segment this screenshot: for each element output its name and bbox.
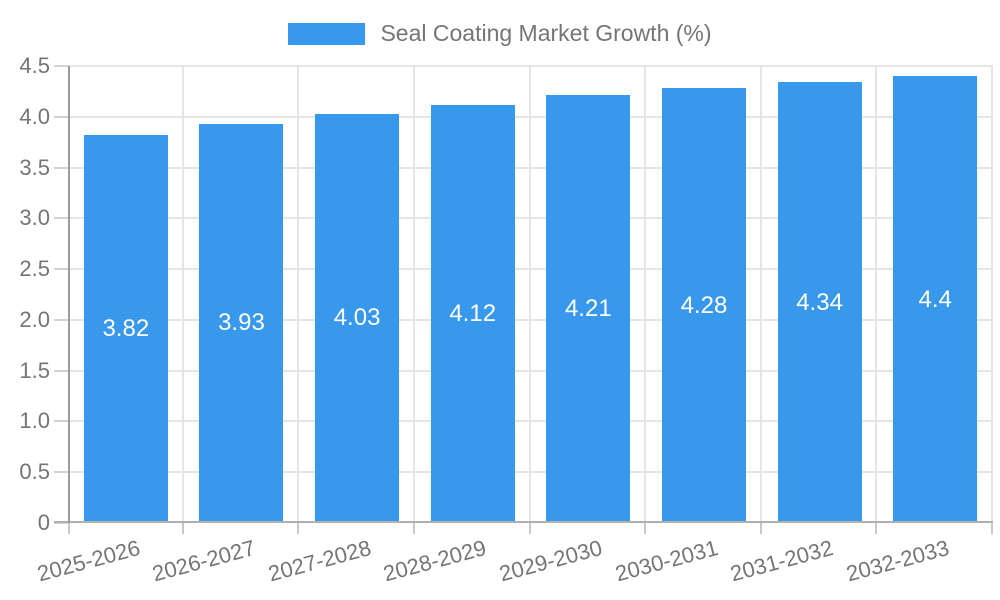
gridline — [68, 166, 993, 169]
y-axis-label: 3.5 — [19, 154, 50, 180]
bar — [546, 95, 631, 523]
bar-value-label: 4.34 — [796, 288, 843, 316]
x-tick — [412, 523, 415, 534]
bar-value-label: 3.93 — [218, 309, 265, 337]
x-tick — [297, 523, 300, 534]
y-axis-line — [68, 66, 70, 523]
y-tick — [54, 115, 68, 118]
gridline — [68, 65, 993, 67]
x-tick — [68, 523, 70, 534]
x-tick — [181, 523, 184, 534]
gridline — [759, 66, 762, 523]
bar-value-label: 4.28 — [680, 291, 728, 319]
y-axis-label: 1.5 — [19, 357, 50, 383]
y-axis-labels: 0 0.5 1.0 1.5 2.0 2.5 3.0 3.5 4.0 4.5 — [0, 53, 50, 535]
bar — [893, 76, 978, 523]
gridline — [68, 268, 993, 271]
x-axis-label: 2028-2029 — [381, 535, 490, 587]
x-tick — [875, 523, 878, 534]
plot-area: 3.82 2025-2026 3.93 2026-2027 4.03 2027-2028 4… — [34, 65, 993, 586]
x-tick — [759, 523, 762, 534]
legend-label: Seal Coating Market Growth (%) — [380, 20, 712, 46]
legend[interactable]: Seal Coating Market Growth (%) — [0, 20, 1000, 47]
bar-value-label: 4.21 — [564, 295, 612, 323]
x-axis-label: 2027-2028 — [265, 535, 374, 587]
y-tick — [54, 522, 68, 524]
y-tick — [54, 471, 68, 474]
x-tick — [528, 523, 531, 534]
bar-value-label: 4.03 — [333, 304, 381, 332]
y-axis-label: 0 — [37, 510, 50, 535]
y-axis-label: 3.0 — [19, 205, 50, 231]
legend-swatch — [288, 22, 366, 45]
y-tick — [54, 268, 68, 271]
gridline — [68, 369, 993, 372]
y-tick — [54, 318, 68, 321]
y-axis-label: 1.0 — [19, 408, 50, 434]
bar — [199, 123, 284, 523]
gridline — [68, 420, 993, 423]
gridline — [68, 115, 993, 118]
bar — [777, 82, 862, 523]
y-tick — [54, 65, 68, 67]
bar-value-label: 4.4 — [918, 285, 952, 313]
y-tick — [54, 420, 68, 423]
gridline — [991, 66, 993, 523]
gridline — [528, 66, 531, 523]
bar-value-label: 3.82 — [102, 315, 150, 343]
bar — [661, 88, 746, 523]
y-tick — [54, 217, 68, 220]
gridline — [412, 66, 415, 523]
bar — [430, 104, 515, 523]
x-tick — [644, 523, 647, 534]
x-axis-label: 2030-2031 — [612, 535, 721, 587]
x-axis-line — [54, 521, 993, 523]
gridline — [875, 66, 878, 523]
x-axis-label: 2029-2030 — [496, 535, 605, 587]
y-axis-label: 4.5 — [19, 53, 50, 78]
bar — [315, 113, 400, 523]
gridline — [68, 217, 993, 220]
gridline — [644, 66, 647, 523]
gridline — [68, 318, 993, 321]
gridline — [68, 471, 993, 474]
y-axis-label: 2.0 — [19, 306, 50, 332]
y-axis-label: 4.0 — [19, 103, 50, 129]
x-axis-label: 2025-2026 — [34, 535, 143, 587]
bar — [83, 135, 168, 523]
y-axis-label: 0.5 — [19, 459, 50, 485]
x-axis-label: 2032-2033 — [843, 535, 952, 587]
x-tick — [991, 523, 993, 534]
y-axis-label: 2.5 — [19, 256, 50, 282]
x-axis-label: 2026-2027 — [149, 535, 258, 587]
y-tick — [54, 369, 68, 372]
bar-value-label: 4.12 — [449, 299, 497, 327]
x-axis-label: 2031-2032 — [727, 535, 837, 587]
gridline — [297, 66, 300, 523]
gridline — [181, 66, 184, 523]
y-tick — [54, 166, 68, 169]
